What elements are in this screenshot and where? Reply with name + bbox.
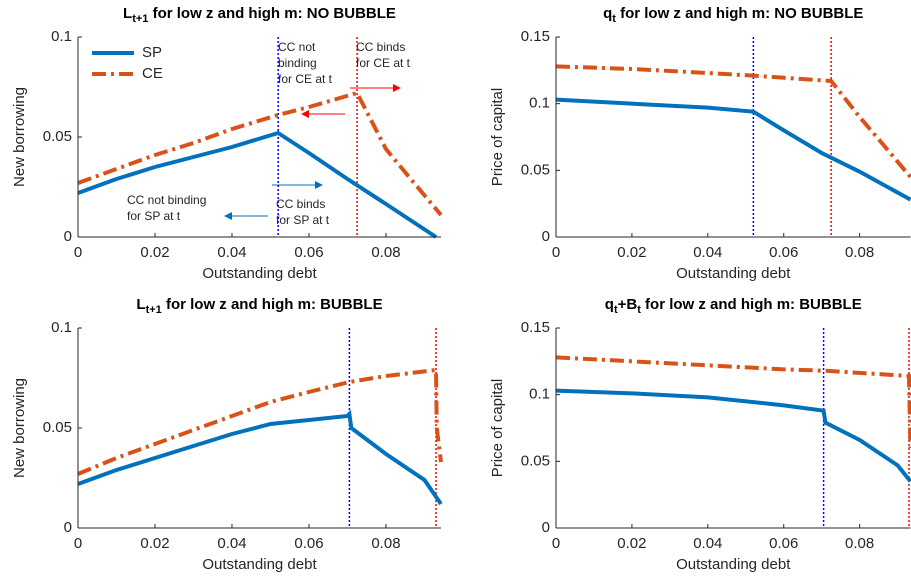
y-axis-label: New borrowing <box>11 378 28 478</box>
title-part: L <box>136 296 145 313</box>
y-tick-label: 0.05 <box>43 419 72 436</box>
x-tick-label: 0 <box>552 244 560 261</box>
chart-title: qt for low z and high m: NO BUBBLE <box>603 5 863 25</box>
annotation: CC binds <box>356 40 405 54</box>
y-tick-label: 0.15 <box>521 28 550 45</box>
title-part: L <box>123 5 132 22</box>
title-part: for low z and high m: BUBBLE <box>641 296 862 313</box>
y-tick-label: 0.05 <box>43 128 72 145</box>
title-part: t+1 <box>146 304 162 316</box>
chart-title: Lt+1 for low z and high m: BUBBLE <box>136 296 382 316</box>
x-tick-label: 0 <box>74 535 82 552</box>
x-tick-label: 0.02 <box>617 535 646 552</box>
legend-label: CE <box>142 65 163 82</box>
title-part: t <box>614 304 618 316</box>
x-tick-label: 0.08 <box>371 244 400 261</box>
y-tick-label: 0 <box>64 519 72 536</box>
x-axis-label: Outstanding debt <box>202 556 317 573</box>
annotation: for SP at t <box>127 209 181 223</box>
title-part: q <box>605 296 614 313</box>
x-tick-label: 0 <box>74 244 82 261</box>
series-line <box>555 97 911 202</box>
series-line <box>77 130 438 239</box>
y-axis-label: New borrowing <box>11 87 28 187</box>
annotation: for CE at t <box>278 72 333 86</box>
y-tick-label: 0.1 <box>529 95 550 112</box>
y-axis-label: Price of capital <box>489 379 506 477</box>
title-part: t+1 <box>132 13 148 25</box>
x-tick-label: 0.02 <box>140 244 169 261</box>
y-axis-label: Price of capital <box>489 88 506 186</box>
x-tick-label: 0.06 <box>294 244 323 261</box>
y-tick-label: 0.05 <box>521 452 550 469</box>
chart-title: Lt+1 for low z and high m: NO BUBBLE <box>123 5 396 25</box>
annotation: for SP at t <box>276 213 330 227</box>
series-line <box>77 409 443 506</box>
x-axis-label: Outstanding debt <box>202 265 317 282</box>
x-tick-label: 0.08 <box>371 535 400 552</box>
title-part: for low z and high m: NO BUBBLE <box>616 5 864 22</box>
x-axis-label: Outstanding debt <box>676 265 791 282</box>
chart-title: qt+Bt for low z and high m: BUBBLE <box>605 296 862 316</box>
legend-label: SP <box>142 44 162 61</box>
title-part: q <box>603 5 612 22</box>
title-part: +B <box>618 296 638 313</box>
x-tick-label: 0.06 <box>294 535 323 552</box>
series-line <box>555 64 911 179</box>
x-axis-label: Outstanding debt <box>676 556 791 573</box>
y-tick-label: 0.1 <box>51 319 72 336</box>
x-tick-label: 0.08 <box>845 244 874 261</box>
x-tick-label: 0.02 <box>140 535 169 552</box>
x-tick-label: 0.04 <box>217 244 246 261</box>
annotation: CC not binding <box>127 193 206 207</box>
y-tick-label: 0 <box>542 519 550 536</box>
x-tick-label: 0.04 <box>693 535 722 552</box>
x-tick-label: 0.04 <box>693 244 722 261</box>
series-line <box>555 388 911 483</box>
annotation: binding <box>278 56 317 70</box>
series-line <box>555 355 911 449</box>
y-tick-label: 0.15 <box>521 319 550 336</box>
title-part: for low z and high m: BUBBLE <box>162 296 383 313</box>
y-tick-label: 0.1 <box>51 28 72 45</box>
x-tick-label: 0.04 <box>217 535 246 552</box>
x-tick-label: 0.06 <box>769 535 798 552</box>
annotation-arrows <box>224 84 401 220</box>
annotation: CC not <box>278 40 316 54</box>
y-tick-label: 0.05 <box>521 161 550 178</box>
y-tick-label: 0 <box>542 228 550 245</box>
x-tick-label: 0 <box>552 535 560 552</box>
x-tick-label: 0.02 <box>617 244 646 261</box>
title-part: t <box>637 304 641 316</box>
title-part: for low z and high m: NO BUBBLE <box>148 5 396 22</box>
x-tick-label: 0.08 <box>845 535 874 552</box>
y-tick-label: 0 <box>64 228 72 245</box>
legend-box <box>86 42 176 86</box>
y-tick-label: 0.1 <box>529 386 550 403</box>
title-part: t <box>612 13 616 25</box>
x-tick-label: 0.06 <box>769 244 798 261</box>
annotation: for CE at t <box>356 56 411 70</box>
series-line <box>77 367 443 476</box>
annotation: CC binds <box>276 197 325 211</box>
